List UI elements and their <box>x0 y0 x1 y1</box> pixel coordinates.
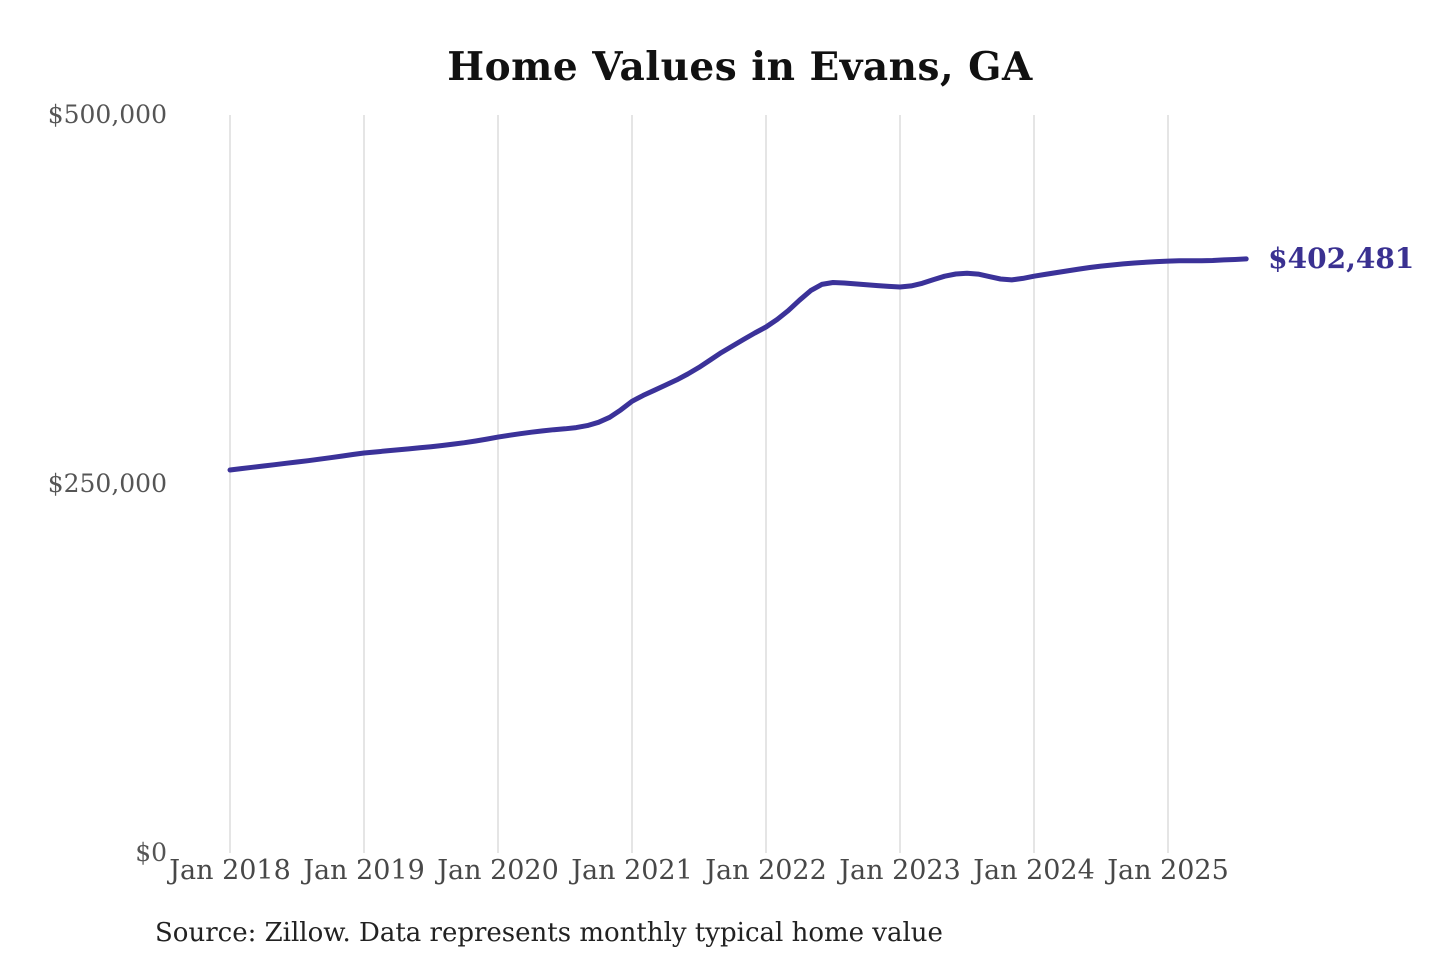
chart-title: Home Values in Evans, GA <box>447 44 1033 90</box>
x-tick-label-2018: Jan 2018 <box>169 855 291 886</box>
x-tick-label-2020: Jan 2020 <box>437 855 559 886</box>
x-tick-label-2023: Jan 2023 <box>839 855 961 886</box>
y-tick-label-500000: $500,000 <box>47 100 167 129</box>
source-note: Source: Zillow. Data represents monthly … <box>155 918 943 948</box>
home-value-line <box>227 256 1249 473</box>
y-tick-label-250000: $250,000 <box>47 469 167 498</box>
x-tick-label-2021: Jan 2021 <box>571 855 693 886</box>
latest-value-label: $402,481 <box>1268 241 1415 275</box>
x-tick-label-2025: Jan 2025 <box>1107 855 1229 886</box>
x-tick-label-2022: Jan 2022 <box>705 855 827 886</box>
x-tick-label-2024: Jan 2024 <box>973 855 1095 886</box>
y-tick-label-0: $0 <box>135 838 167 867</box>
x-tick-label-2019: Jan 2019 <box>303 855 425 886</box>
